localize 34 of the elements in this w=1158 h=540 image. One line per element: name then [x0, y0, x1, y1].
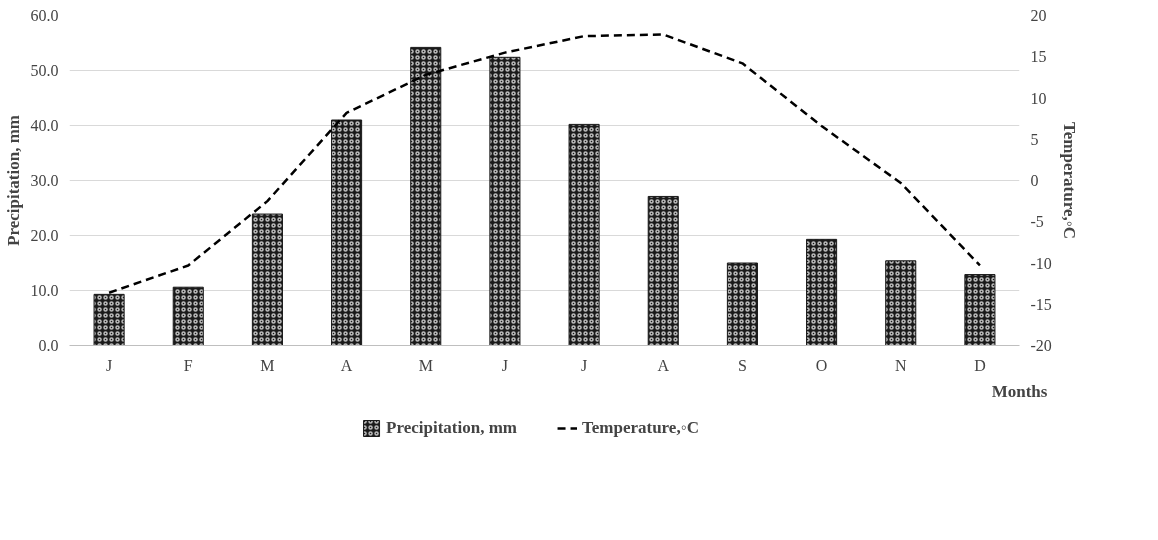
- y-tick-label: 60.0: [30, 7, 59, 24]
- x-tick-label: M: [418, 356, 433, 374]
- y-axis-title: Precipitation, mm: [3, 115, 23, 246]
- x-tick-label: J: [580, 356, 588, 374]
- y2-tick-label: 15: [1030, 48, 1047, 66]
- y-tick-label: 30.0: [30, 172, 59, 189]
- x-tick-label: F: [183, 356, 193, 374]
- y2-tick-label: -10: [1030, 254, 1052, 272]
- x-tick-label: A: [340, 356, 353, 374]
- x-axis-title: Months: [991, 381, 1048, 401]
- x-tick-label: M: [260, 356, 275, 374]
- x-tick-label: J: [105, 356, 113, 374]
- x-tick-label: O: [815, 356, 828, 374]
- y2-tick-label: -5: [1030, 213, 1044, 231]
- x-tick-label: J: [501, 356, 509, 374]
- y-tick-label: 40.0: [30, 117, 59, 134]
- x-tick-label: A: [657, 356, 670, 374]
- y2-tick-label: 0: [1030, 172, 1039, 189]
- x-tick-label: N: [894, 356, 907, 374]
- y-tick-label: 10.0: [30, 282, 59, 299]
- y2-tick-label: -20: [1030, 337, 1052, 354]
- x-tick-label: D: [974, 356, 986, 374]
- y-tick-label: 20.0: [30, 227, 59, 244]
- y2-tick-label: 20: [1030, 7, 1047, 24]
- y2-tick-label: -15: [1030, 295, 1052, 313]
- y-tick-label: 50.0: [30, 62, 59, 79]
- legend-label: Precipitation, mm: [386, 418, 517, 438]
- x-tick-label: S: [737, 356, 747, 374]
- legend-label: Temperature,◦C: [581, 418, 699, 438]
- y2-axis-title: Temperature,◦C: [1059, 122, 1079, 239]
- y2-tick-label: 10: [1030, 89, 1047, 107]
- line-series: [107, 33, 982, 294]
- y2-tick-label: 5: [1030, 130, 1039, 148]
- y-tick-label: 0.0: [38, 337, 59, 354]
